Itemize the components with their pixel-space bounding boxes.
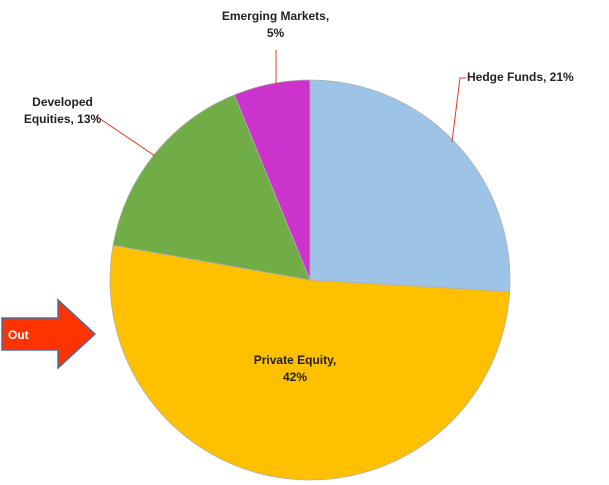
data-label: Emerging Markets, 5% <box>221 9 330 40</box>
data-label: Hedge Funds, 21% <box>467 70 574 84</box>
leader-line <box>95 115 156 157</box>
leader-line <box>451 77 466 143</box>
leader-lines <box>95 50 466 157</box>
annotation: Out <box>8 328 29 342</box>
arrow-shape <box>1 298 97 370</box>
slices <box>109 79 511 481</box>
out-arrow: Out <box>1 298 97 370</box>
pie-slice <box>109 244 511 481</box>
pie-slice <box>233 79 311 281</box>
data-label: Developed Equities, 13% <box>23 95 102 126</box>
pie-slice <box>112 94 311 281</box>
pie-slice <box>309 79 511 293</box>
data-label: Private Equity, 42% <box>253 353 337 384</box>
